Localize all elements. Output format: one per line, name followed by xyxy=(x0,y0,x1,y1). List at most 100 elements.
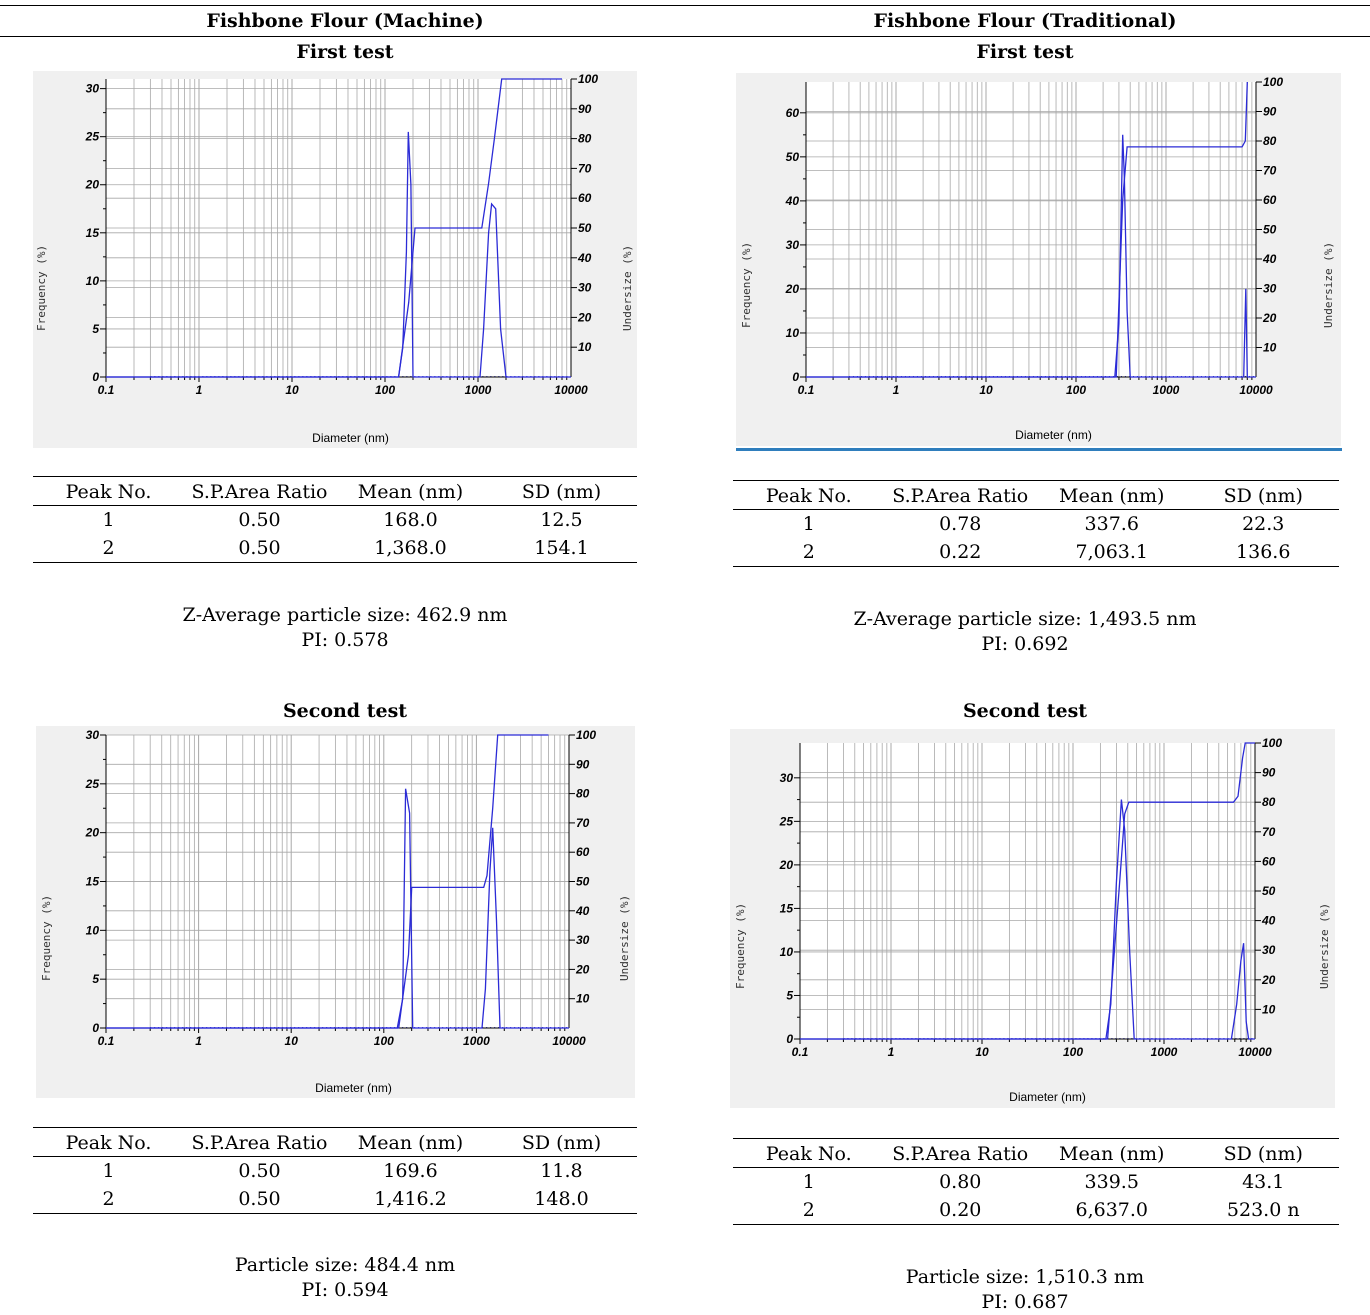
table-cell: 43.1 xyxy=(1242,1171,1285,1193)
table-cell: 7,063.1 xyxy=(1036,538,1188,567)
chart-svg: 0.1 1 10 100 1000 10000 0 5 10 15 20 25 30 10 20 30 40 50… xyxy=(85,728,597,1048)
table-cell: 0.22 xyxy=(884,538,1036,567)
table-header-cell: SD (nm) xyxy=(1187,480,1339,510)
y-tick-label: 5 xyxy=(92,972,99,986)
table-cell: 148.0 xyxy=(486,1185,637,1214)
y2-tick-label: 30 xyxy=(576,933,590,947)
table-cell: 2 xyxy=(733,1196,885,1225)
x-tick-label: 10 xyxy=(979,383,993,397)
table-row: 2 0.20 6,637.0 523.0 n xyxy=(733,1196,1339,1225)
y2-tick-label: 20 xyxy=(575,962,590,976)
table-cell: 169.6 xyxy=(383,1160,438,1182)
y2-tick-label: 80 xyxy=(1263,134,1277,148)
y2-tick-label: 80 xyxy=(578,132,592,146)
y2-tick-label: 80 xyxy=(576,787,590,801)
y2-tick-label: 30 xyxy=(1263,282,1277,296)
y-tick-label: 30 xyxy=(780,771,794,785)
y2-tick-label: 20 xyxy=(1262,311,1277,325)
y-axis-label: Frequency (%) xyxy=(40,894,53,981)
x-tick-label: 1 xyxy=(196,383,203,397)
x-tick-label: 1 xyxy=(893,383,900,397)
x-tick-label: 0.1 xyxy=(98,383,115,397)
y2-tick-label: 90 xyxy=(578,102,592,116)
y2-tick-label: 40 xyxy=(577,251,592,265)
accent-rule xyxy=(736,448,1342,451)
table-row: 1 0.50 168.0 12.5 xyxy=(33,506,637,535)
x-tick-label: 100 xyxy=(1063,1045,1083,1059)
x-tick-label: 0.1 xyxy=(798,383,815,397)
y-tick-label: 10 xyxy=(786,326,800,340)
pi-text: PI: 0.692 xyxy=(981,633,1069,655)
y-tick-label: 0 xyxy=(792,370,799,384)
y-tick-label: 15 xyxy=(86,875,100,889)
y-tick-label: 0 xyxy=(92,370,99,384)
table-header-cell: Mean (nm) xyxy=(1036,480,1188,510)
x-tick-label: 10 xyxy=(285,383,299,397)
table-header-cell: Mean (nm) xyxy=(1036,1138,1188,1168)
x-tick-label: 10000 xyxy=(552,1034,586,1048)
table-header-cell: S.P.Area Ratio xyxy=(184,1127,335,1157)
y-tick-label: 15 xyxy=(780,901,794,915)
table-header-cell: Peak No. xyxy=(33,476,184,506)
y-tick-label: 25 xyxy=(85,130,100,144)
undersize-line xyxy=(106,78,562,378)
table-header-cell: S.P.Area Ratio xyxy=(884,1138,1036,1168)
x-tick-label: 100 xyxy=(374,1034,394,1048)
y2-tick-label: 100 xyxy=(1263,75,1283,89)
summary-traditional-second: Particle size: 1,510.3 nm PI: 0.687 xyxy=(700,1265,1350,1315)
x-tick-label: 1000 xyxy=(465,383,492,397)
table-row: 1 0.50 169.6 11.8 xyxy=(33,1157,637,1186)
summary-machine-first: Z-Average particle size: 462.9 nm PI: 0.… xyxy=(30,603,660,653)
y2-tick-label: 20 xyxy=(577,310,592,324)
y-tick-label: 25 xyxy=(85,777,100,791)
y2-tick-label: 60 xyxy=(576,845,590,859)
chart-svg: 0.1 1 10 100 1000 10000 0 5 10 15 20 25 30 10 20 30 40 50… xyxy=(779,736,1283,1059)
y2-tick-label: 70 xyxy=(578,161,592,175)
y-tick-label: 20 xyxy=(85,826,100,840)
table-header-cell: SD (nm) xyxy=(486,1127,637,1157)
chart-panel-traditional-second: 0.1 1 10 100 1000 10000 0 5 10 15 20 25 30 10 20 30 40 50… xyxy=(730,729,1335,1108)
column-title-traditional: Fishbone Flour (Traditional) xyxy=(873,10,1177,32)
x-tick-label: 10000 xyxy=(554,383,588,397)
table-cell: 22.3 xyxy=(1242,513,1285,535)
peak-table-machine-first: Peak No. S.P.Area Ratio Mean (nm) SD (nm) 1 0… xyxy=(33,476,637,563)
y2-tick-label: 50 xyxy=(576,875,590,889)
chart-svg: 0.1 1 10 100 1000 10000 0 5 10 15 20 25 30 10 20 30 40 50… xyxy=(85,72,599,397)
particle-size-text: Particle size: 484.4 nm xyxy=(234,1254,456,1276)
y2-tick-label: 90 xyxy=(1263,105,1277,119)
y-tick-label: 40 xyxy=(785,194,800,208)
table-cell: 0.50 xyxy=(238,1160,281,1182)
y-tick-label: 0 xyxy=(92,1021,99,1035)
y2-tick-label: 10 xyxy=(1263,341,1277,355)
y-tick-label: 10 xyxy=(780,945,794,959)
y-tick-label: 15 xyxy=(86,226,100,240)
top-rule xyxy=(0,5,1370,6)
y2-tick-label: 10 xyxy=(576,992,590,1006)
y-tick-label: 10 xyxy=(86,923,100,937)
y2-axis-label: Undersize (%) xyxy=(618,894,631,981)
y-tick-label: 10 xyxy=(86,274,100,288)
undersize-line xyxy=(800,742,1255,1040)
table-cell: 1 xyxy=(802,1171,815,1193)
header-rule xyxy=(0,36,1370,37)
table-cell: 6,637.0 xyxy=(1036,1196,1188,1225)
test-title-traditional-second: Second test xyxy=(962,700,1088,722)
x-tick-label: 10000 xyxy=(1239,383,1273,397)
peak-table-traditional-first: Peak No. S.P.Area Ratio Mean (nm) SD (nm) 1 0… xyxy=(733,480,1339,567)
table-header-row: Peak No. S.P.Area Ratio Mean (nm) SD (nm) xyxy=(33,1127,637,1157)
x-tick-label: 0.1 xyxy=(792,1045,809,1059)
y-axis-label: Frequency (%) xyxy=(734,902,747,989)
test-title-traditional-first: First test xyxy=(976,41,1074,63)
y-axis-label: Frequency (%) xyxy=(35,244,48,331)
table-cell: 0.20 xyxy=(884,1196,1036,1225)
table-header-cell: Peak No. xyxy=(733,1138,885,1168)
y2-tick-label: 90 xyxy=(1262,766,1276,780)
z-average-text: Z-Average particle size: 1,493.5 nm xyxy=(853,608,1197,630)
pi-text: PI: 0.578 xyxy=(301,629,389,651)
table-cell: 1,368.0 xyxy=(335,534,486,563)
table-row: 2 0.22 7,063.1 136.6 xyxy=(733,538,1339,567)
table-cell: 11.8 xyxy=(540,1160,583,1182)
y-tick-label: 25 xyxy=(779,814,794,828)
y2-tick-label: 70 xyxy=(1262,825,1276,839)
y2-tick-label: 50 xyxy=(1263,223,1277,237)
